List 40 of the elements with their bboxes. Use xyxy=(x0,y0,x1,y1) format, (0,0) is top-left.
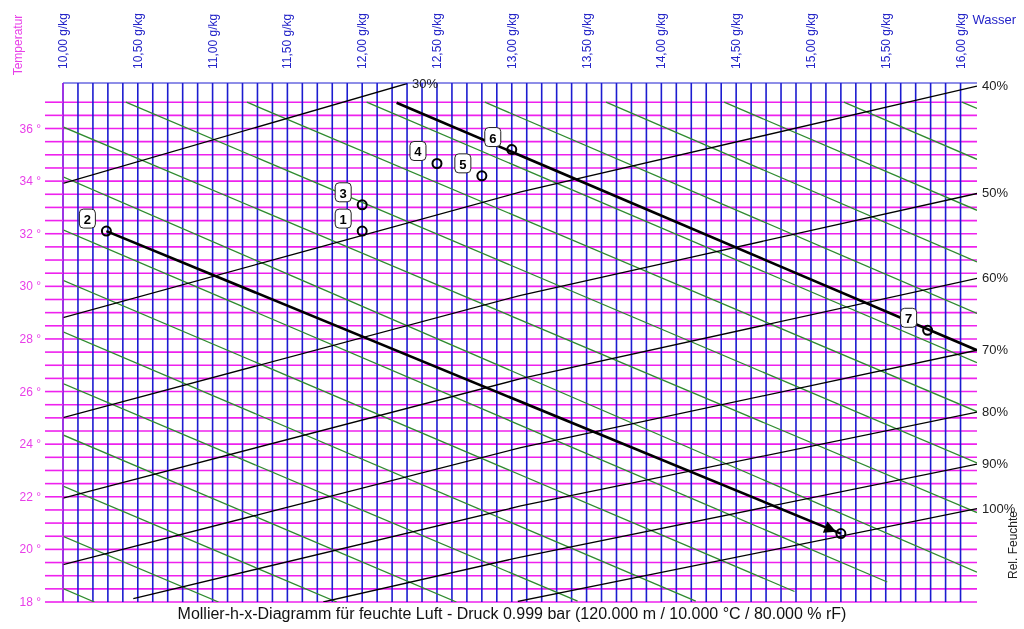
annotation: 5 xyxy=(459,156,467,172)
y-tick-label: 30 ° xyxy=(19,279,42,294)
series-label: 70% xyxy=(982,342,1009,358)
x-tick-label: 10,50 g/kg xyxy=(130,12,145,69)
y-tick-label: 32 ° xyxy=(19,226,42,241)
x-tick-label: 13,50 g/kg xyxy=(579,12,594,69)
y-tick-label: 36 ° xyxy=(19,121,42,136)
y-tick-label: 26 ° xyxy=(19,384,42,399)
x-tick-label: 16,00 g/kg xyxy=(953,12,968,69)
x-tick-label: 10,00 g/kg xyxy=(56,12,70,69)
y-tick-label: 28 ° xyxy=(19,331,42,346)
annotation: 7 xyxy=(905,311,913,327)
series-label: 60% xyxy=(982,270,1009,286)
annotation: 3 xyxy=(339,185,347,201)
x-tick-label: 12,00 g/kg xyxy=(355,12,370,69)
x-tick-label: 14,50 g/kg xyxy=(729,12,744,69)
series-label: 50% xyxy=(982,185,1009,201)
annotation: 4 xyxy=(414,144,423,160)
y-tick-label: 18 ° xyxy=(19,595,42,609)
x-tick-label: 15,00 g/kg xyxy=(803,12,818,69)
annotation: 2 xyxy=(83,212,91,228)
series-label: 90% xyxy=(982,456,1009,472)
x-axis-title: Wasser xyxy=(972,12,1016,27)
y-tick-label: 34 ° xyxy=(19,174,42,189)
text: Mollier-h-x-Diagramm für feuchte Luft - Druck 0.999 bar (120.000 m / 10.000 °C / 80.000 % rF) xyxy=(177,605,847,622)
x-tick-label: 11,50 g/kg xyxy=(280,13,295,69)
x-tick-label: 13,00 g/kg xyxy=(504,12,519,69)
annotation: 1 xyxy=(339,212,347,228)
series-label: 80% xyxy=(982,404,1009,420)
y-axis-title: Temperatur xyxy=(11,13,25,78)
x-tick-label: 15,50 g/kg xyxy=(878,12,893,69)
series-label: 40% xyxy=(982,78,1009,94)
x-tick-label: 11,00 g/kg xyxy=(205,13,220,69)
annotation: 6 xyxy=(489,130,497,146)
y-tick-label: 24 ° xyxy=(19,437,42,452)
x-tick-label: 14,00 g/kg xyxy=(654,12,669,69)
y-tick-label: 20 ° xyxy=(19,542,42,557)
x-tick-label: 12,50 g/kg xyxy=(429,12,444,69)
y-tick-label: 22 ° xyxy=(19,489,42,504)
series-label: 30% xyxy=(412,75,439,91)
